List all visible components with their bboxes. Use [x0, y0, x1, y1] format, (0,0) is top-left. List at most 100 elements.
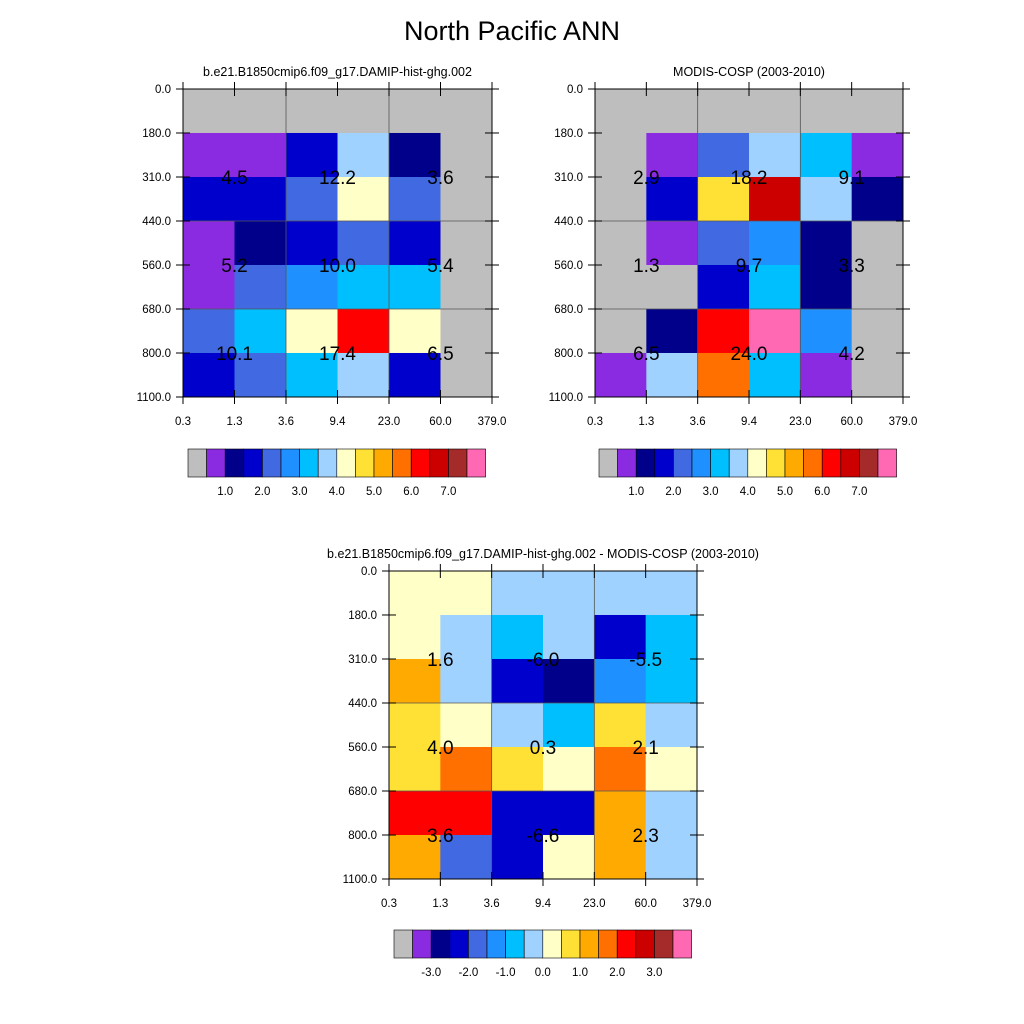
colorbar-label: 2.0	[665, 486, 681, 498]
y-tick-label: 310.0	[142, 172, 171, 184]
colorbar-label: 2.0	[254, 486, 270, 498]
x-tick-label: 60.0	[634, 898, 656, 910]
heatmap-cell	[337, 309, 390, 354]
heatmap-cell	[646, 176, 699, 222]
colorbar-label: 5.0	[366, 486, 382, 498]
colorbar-swatch	[598, 929, 618, 959]
panel-1: b.e21.B1850cmip6.f09_g17.DAMIP-hist-ghg.…	[137, 65, 507, 498]
y-tick-label: 0.0	[155, 84, 171, 96]
heatmap-cell	[595, 132, 647, 178]
heatmap-cell	[389, 264, 441, 310]
cell-annotation: -5.5	[629, 650, 662, 671]
heatmap-cell	[851, 89, 904, 134]
colorbar-swatch	[280, 448, 300, 478]
heatmap-cell	[645, 834, 698, 880]
cell-annotation: -6.0	[527, 650, 560, 671]
heatmap-cell	[697, 176, 750, 222]
colorbar-swatch	[766, 448, 786, 478]
colorbar-swatch	[449, 929, 469, 959]
heatmap-cell	[697, 309, 750, 354]
heatmap-cell	[543, 614, 595, 660]
heatmap-cell	[440, 703, 493, 748]
heatmap-cell	[389, 221, 441, 266]
colorbar-label: 1.0	[628, 486, 644, 498]
colorbar-swatch	[262, 448, 282, 478]
heatmap-cell	[749, 89, 801, 134]
heatmap-cell	[440, 221, 493, 266]
cell-annotation: 1.6	[427, 650, 453, 671]
y-tick-label: 800.0	[554, 348, 583, 360]
heatmap-cell	[697, 89, 750, 134]
heatmap-cell	[800, 309, 853, 354]
colorbar-swatch	[505, 929, 525, 959]
heatmap-cell	[800, 264, 853, 310]
cell-annotation: 2.9	[633, 168, 659, 189]
heatmap-cell	[491, 571, 544, 616]
cell-annotation: 4.5	[221, 168, 247, 189]
heatmap-cell	[851, 221, 904, 266]
colorbar-swatch	[486, 929, 506, 959]
colorbar-swatch	[673, 448, 693, 478]
y-tick-label: 680.0	[142, 304, 171, 316]
heatmap-cell	[749, 221, 801, 266]
x-tick-label: 9.4	[330, 416, 347, 428]
heatmap-cell	[800, 176, 853, 222]
y-tick-label: 1100.0	[343, 874, 377, 886]
colorbar-label: -3.0	[421, 967, 441, 979]
heatmap-cell	[183, 89, 235, 134]
y-tick-label: 680.0	[348, 786, 377, 798]
heatmap-cell	[851, 264, 904, 310]
heatmap-cell	[749, 309, 801, 354]
cell-annotation: 2.1	[632, 738, 658, 759]
cell-annotation: 0.3	[530, 738, 556, 759]
heatmap-cell	[183, 309, 235, 354]
figure-title: North Pacific ANN	[403, 16, 621, 46]
colorbar-swatch	[561, 929, 581, 959]
colorbar-swatch	[410, 448, 431, 478]
heatmap-cell	[491, 614, 544, 660]
heatmap-cell	[286, 309, 338, 354]
heatmap-cell	[286, 89, 338, 134]
y-tick-label: 310.0	[554, 172, 583, 184]
heatmap-cell	[851, 132, 904, 178]
colorbar-label: -1.0	[496, 967, 516, 979]
y-tick-label: 440.0	[142, 216, 171, 228]
x-tick-label: 23.0	[583, 898, 605, 910]
heatmap-cell	[595, 89, 647, 134]
colorbar-label: 4.0	[329, 486, 345, 498]
heatmap-cell	[595, 309, 647, 354]
y-tick-label: 180.0	[348, 610, 377, 622]
heatmap-cell	[337, 221, 390, 266]
colorbar-swatch	[691, 448, 711, 478]
colorbar-label: 1.0	[572, 967, 588, 979]
x-tick-label: 3.6	[690, 416, 706, 428]
colorbar-label: 0.0	[535, 967, 551, 979]
heatmap-cell	[543, 791, 595, 836]
heatmap-cell	[234, 89, 287, 134]
heatmap-cell	[491, 703, 544, 748]
panel-title: MODIS-COSP (2003-2010)	[673, 65, 825, 79]
heatmap-cell	[337, 352, 390, 398]
colorbar-swatch	[542, 929, 562, 959]
colorbar-swatch	[430, 929, 451, 959]
colorbar-label: 7.0	[440, 486, 456, 498]
heatmap-cell	[183, 132, 235, 178]
heatmap-cell	[594, 571, 647, 616]
heatmap-cell	[491, 791, 544, 836]
heatmap-cell	[800, 221, 853, 266]
colorbar: 1.0 2.0 3.0 4.0 5.0 6.0 7.0	[187, 448, 486, 498]
heatmap-cell	[389, 89, 441, 134]
heatmap-cell	[440, 309, 493, 354]
colorbar-swatch	[635, 929, 655, 959]
heatmap-cell	[234, 132, 287, 178]
heatmap-cell	[491, 658, 544, 704]
colorbar-swatch	[393, 929, 413, 959]
heatmap-cell	[645, 703, 698, 748]
y-tick-label: 680.0	[554, 304, 583, 316]
heatmap-cell	[543, 658, 595, 704]
heatmap-cell	[491, 746, 544, 792]
heatmap-cell	[645, 658, 698, 704]
heatmap-cell	[389, 176, 441, 222]
colorbar-swatch	[598, 448, 618, 478]
